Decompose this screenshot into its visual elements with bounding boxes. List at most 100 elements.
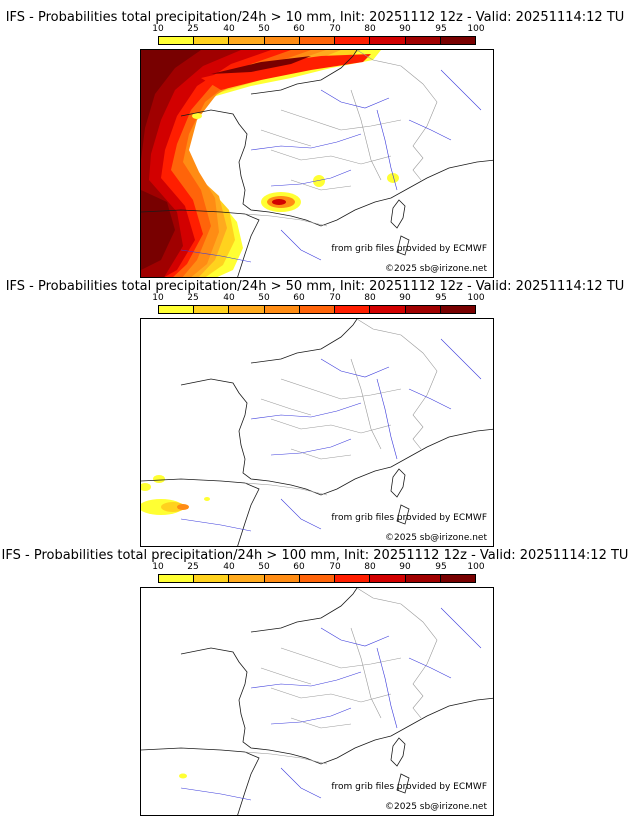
scale-swatch [264, 575, 300, 582]
coastline [180, 109, 493, 227]
map-france: from grib files provided by ECMWF ©2025 … [140, 49, 494, 278]
coastline [396, 773, 410, 794]
scale-swatch [370, 575, 406, 582]
coastline [390, 199, 406, 229]
provider-credit: from grib files provided by ECMWF [331, 513, 487, 523]
probability-scale: 10 25 40 50 60 70 80 90 95 100 [152, 293, 485, 315]
scale-tick: 40 [223, 293, 235, 303]
scale-tick: 10 [152, 562, 164, 572]
precip-fill-layer [141, 50, 399, 277]
scale-tick: 25 [187, 562, 199, 572]
coastline [141, 747, 260, 815]
border [244, 751, 328, 765]
border [356, 50, 438, 181]
river [180, 607, 482, 801]
precip-area [141, 190, 175, 270]
scale-tick: 100 [467, 293, 485, 303]
border [356, 319, 438, 450]
scale-tick: 90 [399, 24, 411, 34]
copyright-credit: ©2025 sb@irizone.net [385, 264, 487, 274]
scale-tick: 50 [258, 562, 270, 572]
scale-swatch [370, 306, 406, 313]
scale-tick: 90 [399, 562, 411, 572]
scale-swatch [194, 306, 230, 313]
probability-scale: 10 25 40 50 60 70 80 90 95 100 [152, 562, 485, 584]
coastline [396, 504, 410, 525]
precip-area [161, 502, 185, 512]
map-france: from grib files provided by ECMWF ©2025 … [140, 587, 494, 816]
precip-area [387, 173, 399, 183]
coastline [396, 235, 410, 256]
scale-swatch [159, 306, 195, 313]
precip-fill-layer [141, 475, 210, 515]
scale-tick: 80 [364, 562, 376, 572]
scale-swatch [299, 37, 336, 44]
panel-title: IFS - Probabilities total precipitation/… [1, 548, 629, 563]
border [244, 213, 328, 227]
scale-swatch [229, 37, 265, 44]
scale-tick: 50 [258, 293, 270, 303]
scale-tick: 80 [364, 24, 376, 34]
scale-tick: 95 [435, 562, 447, 572]
scale-swatch [299, 575, 336, 582]
scale-swatch [194, 37, 230, 44]
copyright-credit: ©2025 sb@irizone.net [385, 802, 487, 812]
geography-layer [141, 319, 493, 546]
panel-50mm: IFS - Probabilities total precipitation/… [0, 269, 630, 547]
scale-swatch [335, 306, 371, 313]
scale-swatch [194, 575, 230, 582]
precip-area [179, 773, 187, 779]
scale-tick: 100 [467, 562, 485, 572]
map-france: from grib files provided by ECMWF ©2025 … [140, 318, 494, 547]
precip-area [141, 50, 201, 160]
scale-tick: 100 [467, 24, 485, 34]
scale-swatch [229, 575, 265, 582]
scale-swatch [159, 37, 195, 44]
scale-tick: 95 [435, 293, 447, 303]
border [260, 89, 402, 191]
coastline [390, 468, 406, 498]
precip-area [192, 113, 202, 119]
coastline [141, 478, 260, 546]
scale-swatch [370, 37, 406, 44]
scale-tick: 80 [364, 293, 376, 303]
scale-tick: 10 [152, 24, 164, 34]
scale-tick: 60 [293, 562, 305, 572]
scale-tick: 10 [152, 293, 164, 303]
panel-100mm: IFS - Probabilities total precipitation/… [0, 538, 630, 816]
border [260, 358, 402, 460]
map-canvas [141, 588, 493, 815]
precip-area [153, 475, 165, 483]
scale-tick: 25 [187, 24, 199, 34]
provider-credit: from grib files provided by ECMWF [331, 782, 487, 792]
scale-swatch [405, 37, 441, 44]
river [180, 69, 482, 263]
precip-area [204, 497, 210, 501]
scale-tick: 95 [435, 24, 447, 34]
precip-area [211, 56, 311, 74]
border [260, 627, 402, 729]
scale-bar [158, 574, 476, 583]
scale-swatch [405, 575, 441, 582]
scale-tick: 40 [223, 562, 235, 572]
precip-area [141, 483, 151, 491]
coastline [141, 209, 260, 277]
scale-tick: 50 [258, 24, 270, 34]
scale-tick: 60 [293, 293, 305, 303]
scale-tick: 70 [329, 293, 341, 303]
scale-swatch [299, 306, 336, 313]
scale-swatch [264, 37, 300, 44]
scale-bar [158, 305, 476, 314]
precip-area [201, 54, 371, 90]
scale-swatch [440, 37, 475, 44]
scale-swatch [440, 575, 475, 582]
geography-layer [141, 588, 493, 815]
precip-area [177, 504, 189, 510]
coastline [180, 647, 493, 765]
scale-labels: 10 25 40 50 60 70 80 90 95 100 [152, 562, 484, 573]
border [244, 482, 328, 496]
map-canvas [141, 319, 493, 546]
map-canvas [141, 50, 493, 277]
probability-scale: 10 25 40 50 60 70 80 90 95 100 [152, 24, 485, 46]
scale-swatch [335, 37, 371, 44]
